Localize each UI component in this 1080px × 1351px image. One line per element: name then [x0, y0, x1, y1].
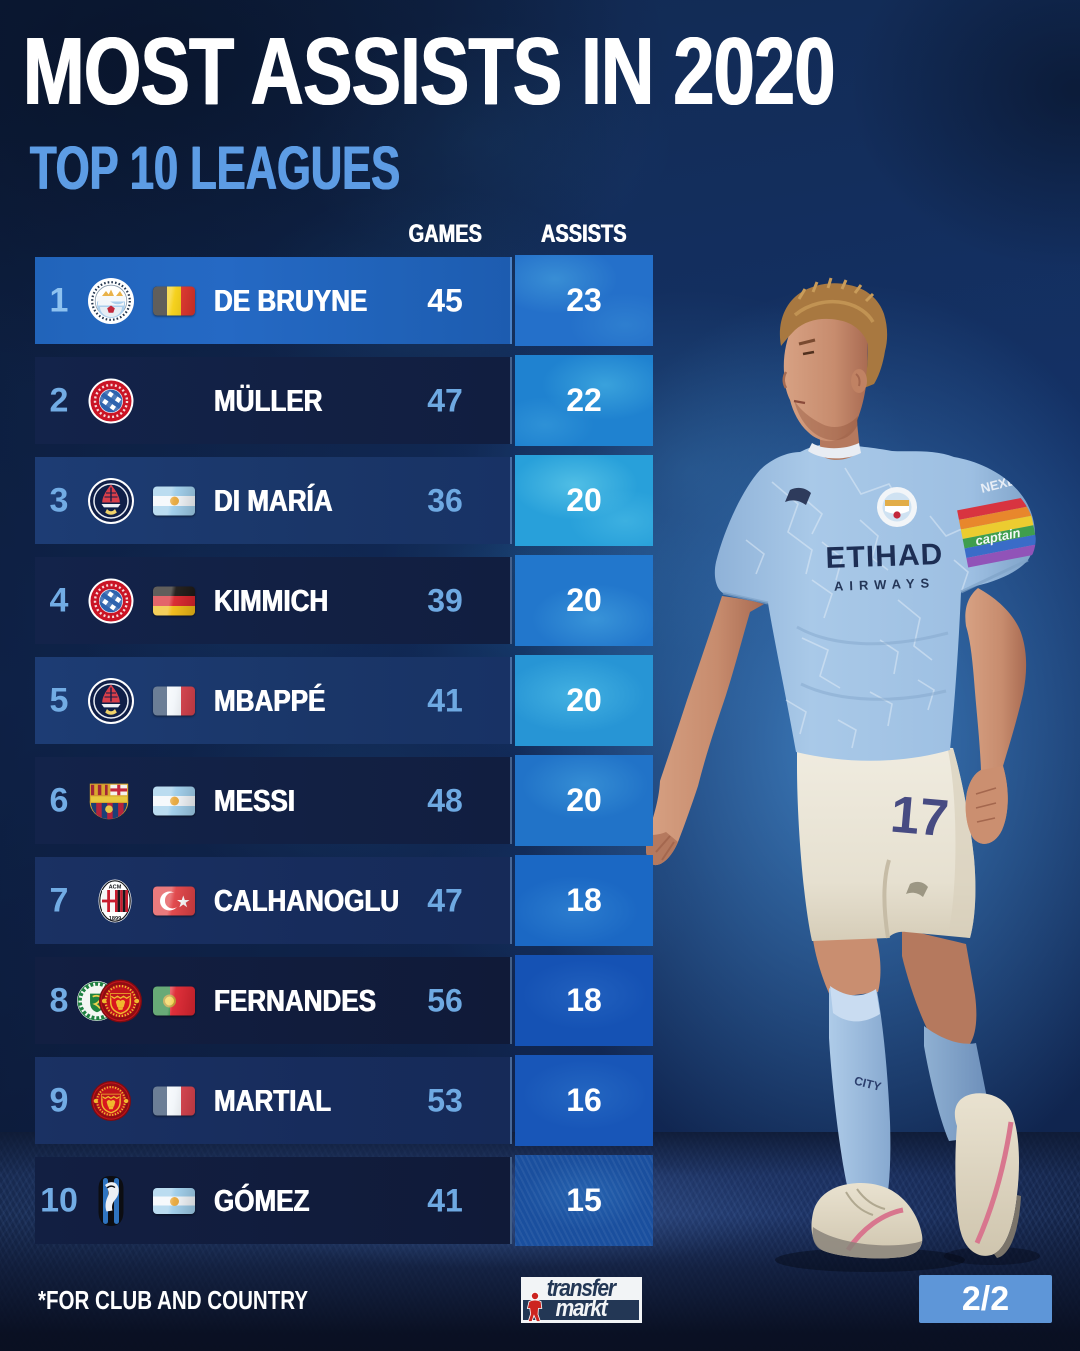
svg-text:ETIHAD: ETIHAD — [825, 538, 944, 575]
svg-text:CITY: CITY — [853, 1074, 883, 1094]
svg-text:17: 17 — [888, 786, 951, 849]
svg-text:AIRWAYS: AIRWAYS — [834, 575, 936, 594]
